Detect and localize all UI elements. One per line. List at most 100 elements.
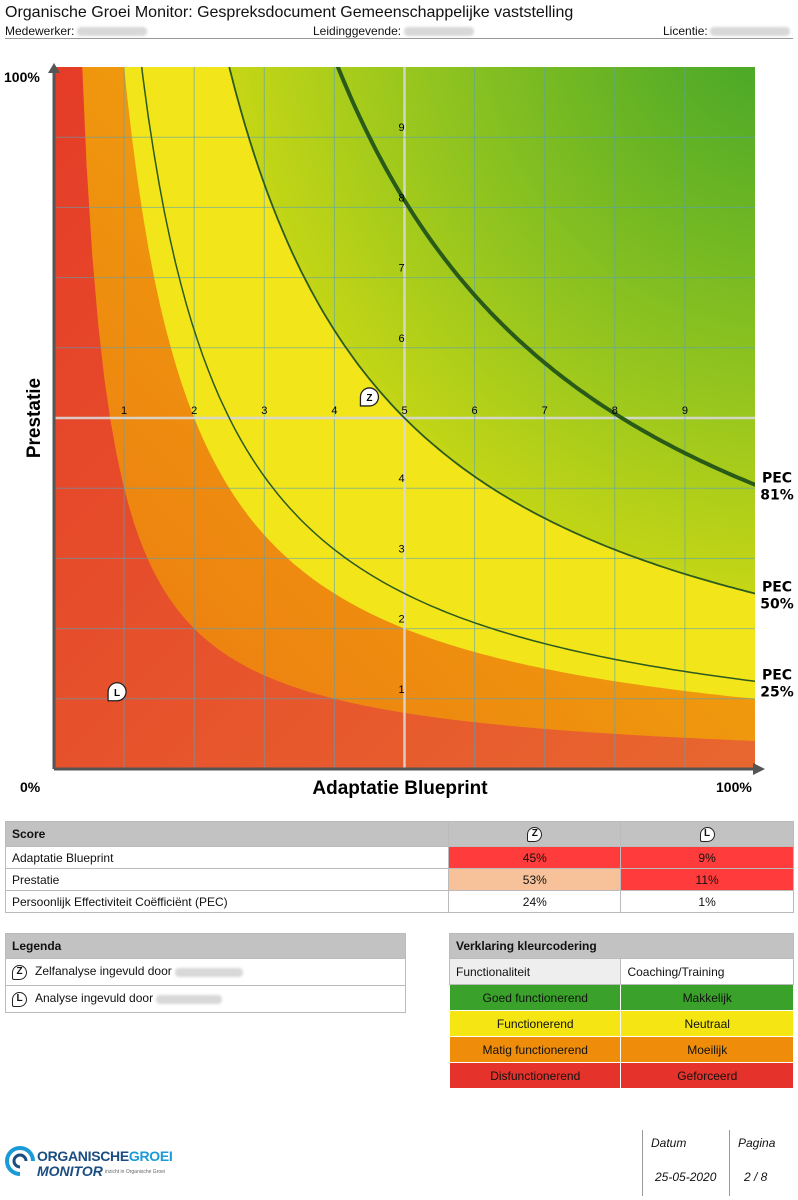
coaching-cell: Moeilijk: [620, 1036, 794, 1063]
company-logo: ORGANISCHEGROEI MONITOR inzicht in Organ…: [5, 1140, 185, 1180]
marker-pin-icon: [359, 387, 380, 407]
legend-name-redacted: [174, 967, 243, 977]
pec-label: PEC: [762, 580, 792, 596]
logo-icon: [5, 1146, 35, 1178]
licentie-field: Licentie:: [663, 23, 790, 39]
functionaliteit-cell: Disfunctionerend: [448, 1062, 622, 1089]
col-coaching: Coaching/Training: [620, 958, 794, 985]
table-row: Goed functionerend Makkelijk: [448, 984, 794, 1011]
tick-labels: 1 2 3 4 5 6 7 8 9 1 2 3 4 6 7 8 9: [121, 122, 688, 696]
y-tick-label: 4: [398, 473, 404, 485]
y-tick-label: 1: [398, 684, 404, 696]
x-tick-label: 5: [401, 405, 407, 417]
x-axis-label: Adaptatie Blueprint: [312, 778, 488, 799]
y-tick-label: 2: [398, 614, 404, 626]
functionaliteit-cell: Goed functionerend: [448, 984, 622, 1011]
pec-value: 50%: [760, 597, 794, 613]
y-tick-label: 9: [398, 122, 404, 134]
leidinggevende-redacted: [404, 27, 475, 37]
marker-letter: Z: [366, 393, 372, 404]
x-tick-label: 3: [261, 405, 267, 417]
datum-label: Datum: [651, 1136, 687, 1150]
data-point-z: Z: [359, 387, 380, 407]
y-tick-label: 7: [398, 263, 404, 275]
axes: [48, 63, 765, 775]
data-point-l: L: [107, 682, 127, 702]
zone-green: [229, 67, 755, 594]
x-tick-label: 4: [331, 405, 337, 417]
legend-text: Zelfanalyse ingevuld door: [35, 964, 172, 979]
pec-curve: [228, 67, 755, 595]
legend-table: Legenda Z Zelfanalyse ingevuld door L Anal…: [5, 933, 406, 1013]
color-legend-table: Verklaring kleurcodering Functionaliteit…: [448, 933, 794, 1089]
y-axis-arrow-icon: [48, 63, 60, 73]
marker-letter: L: [114, 688, 120, 699]
legend-name-redacted: [156, 994, 223, 1004]
pec-value: 81%: [760, 488, 794, 504]
pec-value: 25%: [760, 684, 794, 700]
score-col-l: L: [620, 821, 794, 847]
logo-tagline: inzicht in Organische Groei: [105, 1169, 166, 1175]
score-l: 9%: [620, 846, 794, 869]
page-header: Organische Groei Monitor: Gespreksdocume…: [5, 3, 793, 39]
pagina-box: Pagina 2 / 8: [729, 1130, 797, 1196]
score-header: Score: [4, 821, 450, 847]
datum-value: 25-05-2020: [655, 1170, 717, 1184]
pagina-value: 2 / 8: [744, 1170, 768, 1184]
score-z: 45%: [448, 846, 622, 869]
x-tick-label: 6: [472, 405, 478, 417]
table-row: Persoonlijk Effectiviteit Coëfficiënt (P…: [4, 890, 794, 913]
score-label: Adaptatie Blueprint: [4, 846, 450, 869]
pec-curve: [140, 67, 755, 683]
y-tick-label: 3: [398, 543, 404, 555]
marker-l-icon: L: [12, 991, 27, 1007]
x-min-label: 0%: [20, 779, 41, 795]
y-tick-label: 6: [398, 333, 404, 345]
color-legend-header: Verklaring kleurcodering: [449, 933, 794, 959]
marker-z-icon: Z: [12, 964, 27, 980]
pec-label: PEC: [762, 667, 792, 683]
list-item: Z Zelfanalyse ingevuld door: [5, 958, 406, 986]
pec-curves: [140, 67, 755, 683]
table-row: Matig functionerend Moeilijk: [448, 1036, 794, 1063]
x-axis-arrow-icon: [753, 763, 765, 775]
coaching-cell: Geforceerd: [620, 1062, 794, 1089]
logo-word-3: MONITOR: [37, 1163, 103, 1179]
score-l: 11%: [620, 868, 794, 891]
y-tick-label: 8: [398, 192, 404, 204]
table-row: Adaptatie Blueprint 45% 9%: [4, 846, 794, 869]
score-z: 53%: [448, 868, 622, 891]
table-row: Functionerend Neutraal: [448, 1010, 794, 1037]
score-col-z: Z: [448, 821, 622, 847]
data-points: ZL: [107, 387, 380, 702]
logo-text: ORGANISCHEGROEI: [37, 1148, 173, 1164]
score-table: Score Z L Adaptatie Blueprint 45% 9% Pre…: [4, 821, 794, 913]
x-tick-label: 8: [612, 405, 618, 417]
x-tick-label: 2: [191, 405, 197, 417]
medewerker-label: Medewerker:: [5, 24, 75, 38]
score-l: 1%: [620, 890, 794, 913]
logo-word-2: GROEI: [128, 1148, 173, 1164]
x-max-label: 100%: [716, 779, 752, 795]
leidinggevende-label: Leidinggevende:: [313, 24, 402, 38]
medewerker-redacted: [77, 27, 148, 37]
header-meta: Medewerker: Leidinggevende: Licentie:: [5, 23, 793, 39]
legend-header: Legenda: [5, 933, 406, 959]
marker-l-icon: L: [699, 826, 715, 842]
legend-text: Analyse ingevuld door: [35, 991, 154, 1006]
leidinggevende-field: Leidinggevende:: [313, 23, 475, 39]
marker-z-icon: Z: [527, 826, 543, 842]
col-functionaliteit: Functionaliteit: [448, 958, 622, 985]
coaching-cell: Neutraal: [620, 1010, 794, 1037]
medewerker-field: Medewerker:: [5, 23, 148, 39]
table-row: Prestatie 53% 11%: [4, 868, 794, 891]
score-label: Persoonlijk Effectiviteit Coëfficiënt (P…: [4, 890, 450, 913]
score-label: Prestatie: [4, 868, 450, 891]
marker-pin-icon: [107, 682, 127, 702]
pec-label: PEC: [762, 471, 792, 487]
table-row: Disfunctionerend Geforceerd: [448, 1062, 794, 1089]
x-tick-label: 9: [682, 405, 688, 417]
